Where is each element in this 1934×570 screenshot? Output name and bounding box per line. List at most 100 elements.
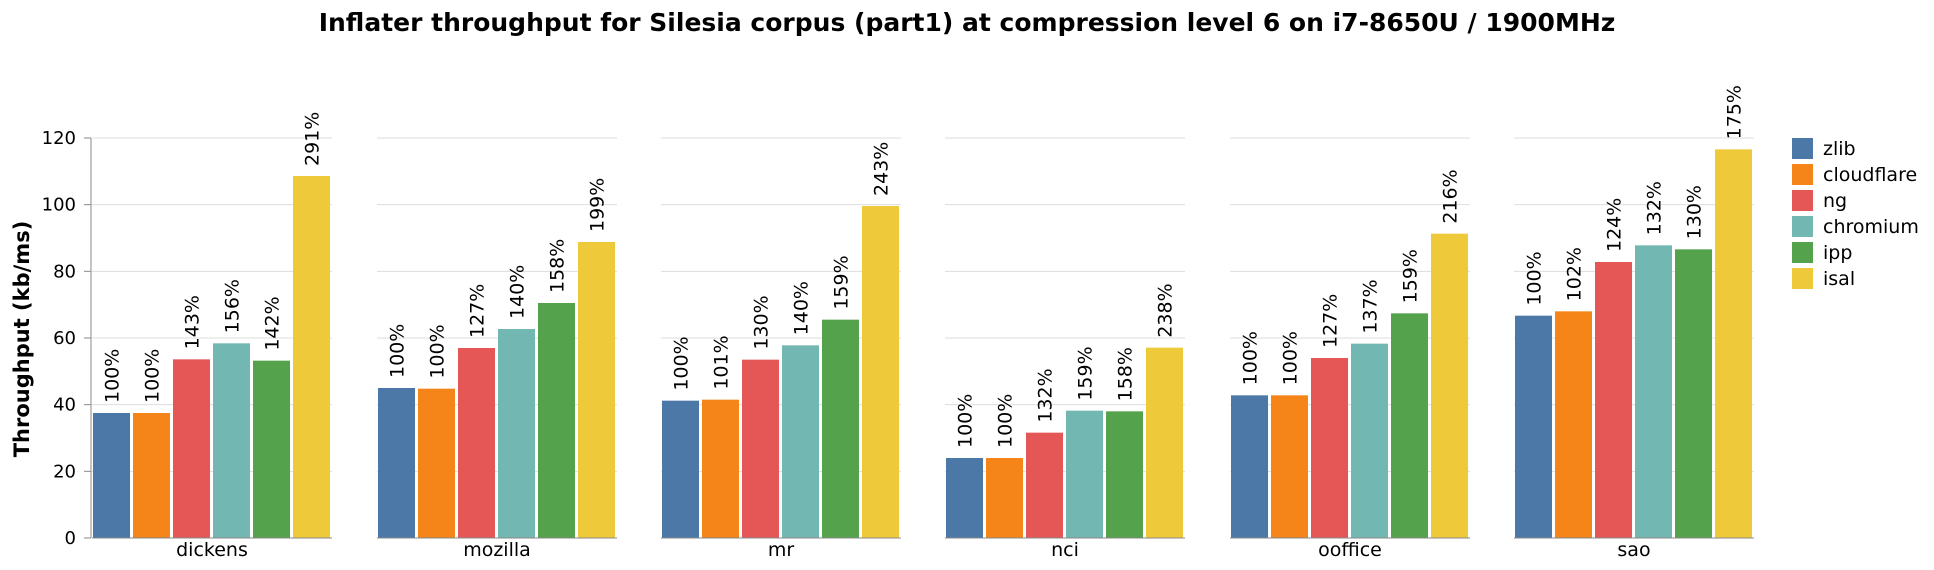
legend-label-cloudflare: cloudflare xyxy=(1823,164,1917,186)
category-label-mr: mr xyxy=(768,539,795,561)
bar-ng-mozilla xyxy=(458,348,495,538)
bar-cloudflare-ooffice xyxy=(1271,395,1308,538)
bar-isal-mozilla xyxy=(578,242,615,538)
bar-ipp-mr xyxy=(822,319,859,538)
bar-zlib-dickens xyxy=(93,413,130,538)
bar-ipp-sao xyxy=(1675,249,1712,539)
bar-ipp-mozilla xyxy=(538,303,575,538)
bar-isal-dickens xyxy=(293,176,330,538)
data-label: 156% xyxy=(222,279,244,333)
data-label: 100% xyxy=(1240,331,1262,385)
data-label: 100% xyxy=(1524,251,1546,305)
data-label: 216% xyxy=(1440,169,1462,223)
bar-chromium-mozilla xyxy=(498,329,535,538)
data-label: 238% xyxy=(1155,283,1177,337)
legend-label-zlib: zlib xyxy=(1823,138,1856,160)
y-axis-title: Throughput (kb/ms) xyxy=(10,221,34,458)
data-label: 127% xyxy=(467,284,489,338)
category-label-ooffice: ooffice xyxy=(1318,539,1382,561)
bar-ng-sao xyxy=(1595,262,1632,538)
bars-layer: 100% 100% 143% 156% 142% 291% 100% 100% 127% 140%… xyxy=(93,85,1752,539)
y-tick-label: 80 xyxy=(53,261,76,282)
data-label: 100% xyxy=(427,324,449,378)
bar-zlib-nci xyxy=(946,458,983,538)
bar-cloudflare-mozilla xyxy=(418,388,455,538)
chart-title: Inflater throughput for Silesia corpus (… xyxy=(319,8,1616,37)
data-label: 100% xyxy=(1280,331,1302,385)
bar-chromium-dickens xyxy=(213,343,250,538)
category-label-nci: nci xyxy=(1051,539,1079,561)
data-label: 175% xyxy=(1724,85,1746,139)
bar-ipp-nci xyxy=(1106,411,1143,538)
data-label: 100% xyxy=(102,349,124,403)
bar-ng-ooffice xyxy=(1311,358,1348,538)
y-tick-label: 120 xyxy=(42,128,76,149)
data-label: 100% xyxy=(955,394,977,448)
data-label: 124% xyxy=(1604,198,1626,252)
legend-swatch-chromium xyxy=(1792,216,1813,237)
data-label: 159% xyxy=(831,255,853,309)
bar-chromium-ooffice xyxy=(1351,343,1388,538)
y-tick-label: 100 xyxy=(42,195,76,216)
bar-zlib-mozilla xyxy=(378,388,415,538)
y-tick-label: 0 xyxy=(65,528,76,549)
legend-swatch-ng xyxy=(1792,190,1813,211)
data-label: 159% xyxy=(1075,346,1097,400)
bar-ng-dickens xyxy=(173,359,210,538)
category-label-mozilla: mozilla xyxy=(463,539,531,561)
legend: zlib cloudflare ng chromium ipp isal xyxy=(1792,138,1919,290)
bar-ng-nci xyxy=(1026,432,1063,538)
data-label: 100% xyxy=(671,336,693,390)
data-label: 127% xyxy=(1320,294,1342,348)
legend-swatch-ipp xyxy=(1792,242,1813,263)
x-axis: dickens mozilla mr nci ooffice sao xyxy=(92,537,1754,561)
data-label: 199% xyxy=(587,178,609,232)
data-label: 159% xyxy=(1400,249,1422,303)
bar-isal-mr xyxy=(862,206,899,538)
data-label: 130% xyxy=(751,295,773,349)
bar-ipp-dickens xyxy=(253,360,290,538)
bar-ipp-ooffice xyxy=(1391,313,1428,538)
data-label: 100% xyxy=(387,324,409,378)
data-label: 132% xyxy=(1644,181,1666,235)
data-label: 142% xyxy=(262,296,284,350)
bar-cloudflare-dickens xyxy=(133,413,170,538)
y-axis: 0 20 40 60 80 100 120 xyxy=(42,128,92,549)
legend-label-isal: isal xyxy=(1823,268,1855,290)
bar-cloudflare-sao xyxy=(1555,311,1592,538)
bar-chromium-mr xyxy=(782,345,819,538)
bar-isal-nci xyxy=(1146,347,1183,538)
bar-zlib-ooffice xyxy=(1231,395,1268,538)
y-tick-label: 20 xyxy=(53,461,76,482)
data-label: 158% xyxy=(1115,347,1137,401)
data-label: 130% xyxy=(1684,185,1706,239)
category-label-sao: sao xyxy=(1617,539,1650,561)
legend-label-ipp: ipp xyxy=(1823,242,1852,264)
data-label: 140% xyxy=(507,265,529,319)
data-label: 132% xyxy=(1035,368,1057,422)
legend-swatch-cloudflare xyxy=(1792,164,1813,185)
y-tick-label: 40 xyxy=(53,395,76,416)
legend-label-ng: ng xyxy=(1823,190,1847,212)
bar-chromium-sao xyxy=(1635,245,1672,539)
legend-swatch-isal xyxy=(1792,268,1813,289)
bar-chromium-nci xyxy=(1066,410,1103,538)
data-label: 102% xyxy=(1564,247,1586,301)
bar-zlib-sao xyxy=(1515,315,1552,538)
bar-ng-mr xyxy=(742,359,779,538)
bar-isal-ooffice xyxy=(1431,233,1468,538)
data-label: 140% xyxy=(791,281,813,335)
grid-layer xyxy=(92,137,1754,472)
data-label: 143% xyxy=(182,295,204,349)
data-label: 100% xyxy=(995,394,1017,448)
data-label: 243% xyxy=(871,142,893,196)
bar-zlib-mr xyxy=(662,400,699,538)
data-label: 100% xyxy=(142,349,164,403)
bar-cloudflare-mr xyxy=(702,399,739,538)
data-label: 291% xyxy=(302,112,324,166)
legend-label-chromium: chromium xyxy=(1823,216,1919,238)
y-tick-label: 60 xyxy=(53,328,76,349)
bar-cloudflare-nci xyxy=(986,458,1023,538)
data-label: 137% xyxy=(1360,279,1382,333)
